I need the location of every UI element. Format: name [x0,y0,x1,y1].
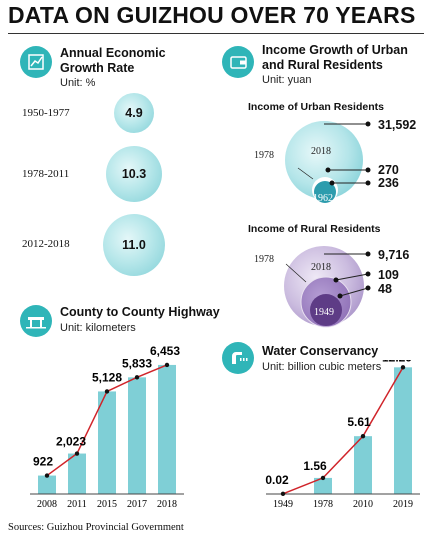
highway-tick-label: 2018 [157,499,177,510]
income-title-line2: and Rural Residents [262,58,383,72]
urban-bubble-chart: 31,592 270 236 1978 2018 1962 [254,118,416,204]
urban-1978-pointer [297,167,314,180]
economic-bubble: 11.0 [103,214,165,276]
urban-value-label: 236 [378,176,399,190]
highway-bar [158,364,176,494]
water-tap-icon [222,342,254,374]
highway-bar [128,377,146,494]
rural-1949-bubble [310,294,342,326]
rural-value-label: 109 [378,268,399,282]
economic-value-label: 10.3 [121,167,147,181]
rural-pointer [339,287,369,297]
water-value-label: 12.29 [382,360,412,364]
urban-chart-title: Income of Urban Residents [248,101,384,113]
highway-value-label: 922 [33,455,53,469]
economic-bubble: 4.9 [114,93,154,133]
economic-value-label: 11.0 [122,238,146,252]
highway-point [134,375,140,380]
highway-tick-label: 2015 [97,499,117,510]
rural-year-label: 1978 [254,254,274,265]
water-bar [394,367,412,494]
highway-point [104,389,110,394]
urban-pointer-dot [325,167,331,173]
rural-value-label: 48 [378,282,392,296]
water-value-label: 0.02 [265,473,289,487]
economic-unit: Unit: % [60,77,96,89]
urban-pointer-dot [365,121,371,127]
highway-value-label: 5,128 [92,370,122,384]
water-tick-label: 1949 [273,499,293,510]
income-title: Income Growth of Urban and Rural Residen… [262,43,408,73]
economic-title-line1: Annual Economic [60,46,166,60]
rural-pointer-dot [333,277,339,283]
rural-pointer-dot [365,285,371,291]
rural-chart-title: Income of Rural Residents [248,223,381,235]
highway-tick-label: 2011 [67,499,87,510]
water-bar [354,436,372,494]
highway-icon [20,305,52,337]
water-title: Water Conservancy [262,344,379,358]
highway-bar [38,475,56,494]
income-title-line1: Income Growth of Urban [262,43,408,57]
income-unit: Unit: yuan [262,74,312,86]
urban-value-label: 270 [378,163,399,177]
water-tick-label: 2019 [393,499,413,510]
rural-pointer-dot [365,271,371,277]
rural-bubble-chart: 9,716 109 48 1978 2018 1949 [254,246,409,328]
rural-year-label: 2018 [311,262,331,273]
urban-pointer-dot [365,180,371,186]
water-bar [314,477,332,494]
urban-value-label: 31,592 [378,118,416,132]
water-bar-chart: 1949 1978 2010 2019 0.02 1.56 5.61 12.29 [265,360,420,510]
highway-value-label: 6,453 [150,344,180,358]
highway-bar [98,391,116,494]
water-point [400,365,406,370]
economic-value-label: 4.9 [125,106,143,120]
rural-year-label: 1949 [314,307,334,318]
water-point [360,433,366,439]
urban-2018-bubble [285,121,363,199]
water-tick-label: 1978 [313,499,333,510]
line-chart-icon [20,46,52,78]
page-title: DATA ON GUIZHOU OVER 70 YEARS [8,2,416,28]
water-point [280,491,286,496]
highway-point [74,451,80,456]
highway-tick-label: 2008 [37,499,57,510]
economic-category-label: 2012-2018 [22,238,70,250]
highway-value-label: 5,833 [122,356,152,370]
water-value-label: 5.61 [347,415,371,429]
economic-title: Annual Economic Growth Rate [60,46,166,76]
rural-pointer-dot [365,251,371,257]
water-value-label: 1.56 [303,459,327,473]
highway-unit: Unit: kilometers [60,322,136,334]
water-tick-label: 2010 [353,499,373,510]
highway-bar [68,453,86,494]
source-note: Sources: Guizhou Provincial Government [8,522,184,533]
economic-category-label: 1950-1977 [22,107,70,119]
highway-title: County to County Highway [60,305,220,319]
rural-value-label: 9,716 [378,248,409,262]
urban-year-label: 1978 [254,150,274,161]
urban-1962-bubble [314,181,336,203]
water-trend-line [282,366,404,495]
rural-1978-pointer [285,263,307,283]
title-divider [8,33,424,34]
urban-pointer-dot [365,167,371,173]
urban-year-label: 2018 [311,146,331,157]
economic-bubble: 10.3 [106,146,162,202]
economic-category-label: 1978-2011 [22,168,70,180]
highway-point [44,473,50,478]
water-unit: Unit: billion cubic meters [262,361,382,373]
rural-pointer-dot [337,293,343,299]
urban-pointer-dot [329,180,335,186]
rural-pointer [335,273,369,281]
water-point [320,475,326,481]
wallet-icon [222,46,254,78]
highway-tick-label: 2017 [127,499,147,510]
highway-value-label: 2,023 [56,435,86,449]
urban-year-label: 1962 [313,193,333,204]
economic-title-line2: Growth Rate [60,61,135,75]
highway-point [164,362,170,368]
